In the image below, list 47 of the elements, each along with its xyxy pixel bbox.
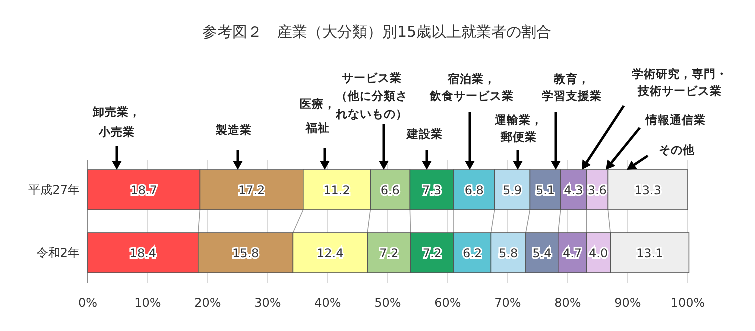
data-label: 6.8 xyxy=(464,184,484,198)
y-tick-label: 令和2年 xyxy=(36,246,80,260)
x-tick-label: 50% xyxy=(374,296,402,310)
data-label: 13.1 xyxy=(636,246,664,260)
data-label: 13.3 xyxy=(634,184,662,198)
text: 宿泊業，飲食サービス業 xyxy=(429,72,514,103)
data-label: 5.4 xyxy=(532,246,552,260)
data-label: 7.2 xyxy=(380,246,399,260)
x-tick-label: 30% xyxy=(254,296,282,310)
x-tick-label: 0% xyxy=(78,296,98,310)
data-label: 4.7 xyxy=(562,246,582,260)
x-tick-label: 70% xyxy=(494,296,522,310)
text: 医療，福祉 xyxy=(300,97,336,135)
x-tick-label: 100% xyxy=(670,296,706,310)
text: 学術研究，専門・技術サービス業 xyxy=(632,67,728,98)
chart-title: 参考図２ 産業（大分類）別15歳以上就業者の割合 xyxy=(202,23,552,41)
data-label: 6.6 xyxy=(380,184,400,198)
data-label: 6.2 xyxy=(463,246,482,260)
data-label: 4.3 xyxy=(564,184,584,198)
data-label: 18.7 xyxy=(130,184,158,198)
data-label: 5.9 xyxy=(502,184,522,198)
data-label: 7.2 xyxy=(422,246,442,260)
data-label: 18.4 xyxy=(130,246,157,260)
x-tick-label: 20% xyxy=(194,296,222,310)
x-tick-label: 80% xyxy=(554,296,582,310)
data-label: 17.2 xyxy=(238,184,266,198)
series-label: その他 xyxy=(659,143,696,157)
x-tick-label: 40% xyxy=(314,296,342,310)
text: 情報通信業 xyxy=(645,113,706,127)
data-label: 15.8 xyxy=(232,246,260,260)
text: 教育，学習支援業 xyxy=(542,72,602,103)
y-tick-label: 平成27年 xyxy=(28,183,80,197)
data-label: 12.4 xyxy=(317,246,344,260)
text: 建設業 xyxy=(406,127,443,141)
data-label: 4.0 xyxy=(589,246,608,260)
x-tick-label: 10% xyxy=(134,296,162,310)
data-label: 5.8 xyxy=(499,246,518,260)
text: 運輸業，郵便業 xyxy=(494,113,543,144)
data-label: 5.1 xyxy=(536,184,556,198)
x-tick-label: 90% xyxy=(614,296,642,310)
data-label: 11.2 xyxy=(324,184,350,198)
text: 卸売業，小売業 xyxy=(92,105,141,139)
x-tick-label: 60% xyxy=(434,296,462,310)
text: 製造業 xyxy=(215,123,252,137)
text: サービス業（他に分類されないもの） xyxy=(335,71,408,121)
data-label: 7.3 xyxy=(422,184,442,198)
data-label: 3.6 xyxy=(588,184,607,198)
